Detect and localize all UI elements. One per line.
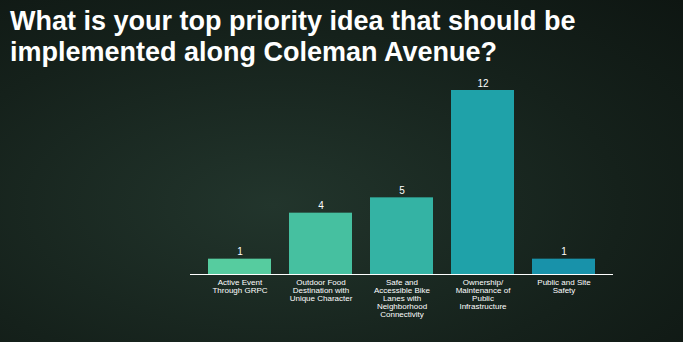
html-text:What is your top priority idea: What is your top priority idea that shou…	[10, 6, 576, 67]
svg-text:1: 1	[561, 246, 567, 257]
svg-text:4: 4	[318, 200, 324, 211]
svg-text:Active EventThrough GRPC: Active EventThrough GRPC	[212, 278, 267, 295]
svg-text:1: 1	[237, 246, 243, 257]
svg-text:12: 12	[477, 78, 489, 89]
svg-text:Ownership/Maintenance ofPublic: Ownership/Maintenance ofPublicInfrastruc…	[456, 278, 511, 311]
svg-text:Outdoor FoodDestination withUn: Outdoor FoodDestination withUnique Chara…	[290, 278, 353, 303]
svg-text:Safe andAccessible BikeLanes w: Safe andAccessible BikeLanes withNeighbo…	[374, 278, 431, 319]
svg-text:Public and SiteSafety: Public and SiteSafety	[537, 278, 591, 295]
svg-text:5: 5	[399, 185, 405, 196]
